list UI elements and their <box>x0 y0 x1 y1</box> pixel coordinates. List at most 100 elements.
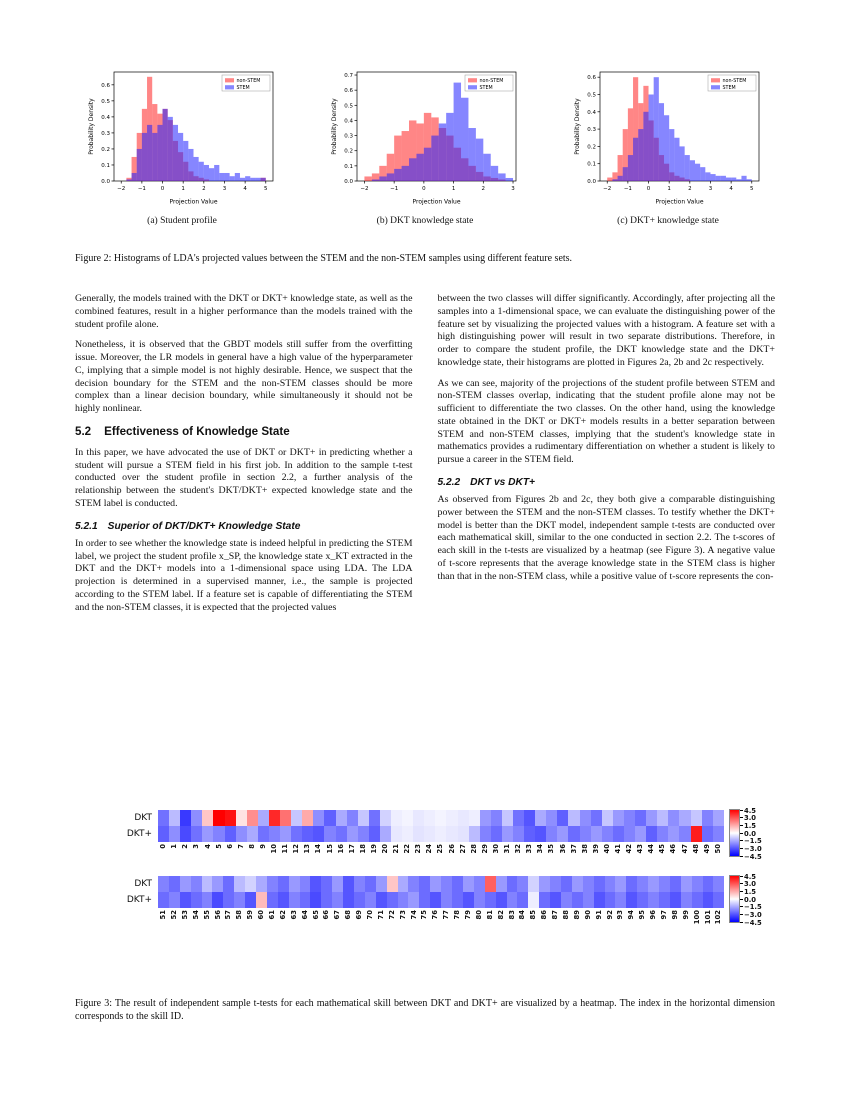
colorbar-tick-label: −4.5 <box>740 919 762 927</box>
heatmap-cell <box>390 810 403 826</box>
heatmap-col-label: 13 <box>303 844 312 854</box>
heatmap-cell <box>223 892 235 908</box>
heatmap-col-label: 1 <box>170 844 179 849</box>
colorbar-tick-label: −3.0 <box>740 845 762 853</box>
heatmap-cell <box>430 892 442 908</box>
colorbar-tick-label: 3.0 <box>740 814 756 822</box>
heatmap-col-label: 76 <box>431 910 440 920</box>
heatmap-cell <box>513 810 525 826</box>
heatmap-cell <box>579 826 591 842</box>
heatmap-row-label: DKT+ <box>126 895 152 905</box>
colorbar-tick-label: −3.0 <box>740 911 762 919</box>
heatmap-cell <box>324 826 336 842</box>
heatmap-cell <box>364 876 376 892</box>
heatmap-cell <box>612 810 624 826</box>
heatmap-cell <box>635 826 647 842</box>
heatmap-cell <box>539 892 551 908</box>
heatmap-col-label: 10 <box>270 844 279 854</box>
heatmap-col-label: 47 <box>680 844 689 854</box>
section-title: DKT vs DKT+ <box>470 476 535 488</box>
heatmap-col-label: 65 <box>311 910 320 920</box>
heatmap-col-label: 28 <box>469 844 478 854</box>
paragraph: As we can see, majority of the projectio… <box>437 377 776 466</box>
subcaption-b: (b) DKT knowledge state <box>376 216 474 226</box>
heatmap-cell <box>224 826 236 842</box>
heatmap-cell <box>452 876 463 892</box>
heatmap-col-label: 71 <box>376 910 385 920</box>
svg-text:STEM: STEM <box>723 85 736 91</box>
heatmap-col-label: 37 <box>569 844 578 854</box>
heatmap-col-label: 74 <box>409 910 418 920</box>
colorbar-tick-label: −1.5 <box>740 903 762 911</box>
heatmap-cell <box>658 892 670 908</box>
heatmap-cell <box>379 826 391 842</box>
section-number: 5.2.2 <box>437 476 461 488</box>
svg-text:4: 4 <box>729 186 733 192</box>
heatmap-cell <box>158 892 169 908</box>
heatmap-cell <box>524 826 536 842</box>
svg-text:0.6: 0.6 <box>344 88 353 94</box>
heatmap-cell <box>568 826 580 842</box>
heatmap-block-0-50: DKT DKT+ 0 1 2 3 4 5 6 7 8 9 10 11 12 13 14 15 16 17 18 19 20 2… <box>110 807 770 868</box>
heatmap-cell <box>310 876 322 892</box>
heatmap-cell <box>612 826 624 842</box>
heatmap-col-label: 6 <box>225 844 234 849</box>
svg-text:5: 5 <box>750 186 754 192</box>
heatmap-cell <box>430 876 442 892</box>
heatmap-cell <box>357 810 369 826</box>
colorbar-tick-label: 0.0 <box>740 830 756 838</box>
svg-text:0.3: 0.3 <box>587 127 596 133</box>
heatmap-cell <box>268 810 281 826</box>
heatmap-cell <box>332 876 344 892</box>
heatmap-cell <box>402 810 414 826</box>
heatmap-col-label: 88 <box>562 910 570 920</box>
heatmap-cell <box>280 826 292 842</box>
svg-text:non-STEM: non-STEM <box>480 78 504 84</box>
heatmap-cell <box>332 892 344 908</box>
heatmap-col-label: 72 <box>387 910 396 920</box>
heatmap-cell <box>212 876 224 892</box>
right-column: between the two classes will differ sign… <box>438 293 776 622</box>
heatmap-cell <box>397 876 409 892</box>
heatmap-cell <box>180 810 192 826</box>
heatmap-cell <box>690 826 702 842</box>
heatmap-cell <box>390 826 403 842</box>
heatmap-cell <box>658 876 670 892</box>
paragraph: Generally, the models trained with the D… <box>75 293 413 330</box>
heatmap-cell <box>702 892 714 908</box>
heatmap-col-label: 22 <box>403 844 412 854</box>
heatmap-cell <box>235 810 247 826</box>
svg-text:3: 3 <box>223 186 227 192</box>
heatmap-cell <box>669 876 681 892</box>
heatmap-cell <box>457 810 469 826</box>
heatmap-col-label: 83 <box>507 910 516 920</box>
heatmap-col-label: 31 <box>503 844 512 854</box>
heatmap-cell <box>691 892 703 908</box>
heatmap-col-label: 87 <box>551 910 560 920</box>
heatmap-cell <box>506 876 518 892</box>
paragraph: Nonetheless, it is observed that the GBD… <box>75 339 413 415</box>
heatmap-col-label: 73 <box>398 910 407 920</box>
svg-text:Probability Density: Probability Density <box>574 98 581 155</box>
heatmap-cell <box>539 876 551 892</box>
svg-text:−1: −1 <box>390 186 398 192</box>
heatmap-cell <box>191 826 203 842</box>
heatmap-col-label: 27 <box>458 844 467 854</box>
heatmap-cell <box>266 892 278 908</box>
heatmap-cell <box>679 826 691 842</box>
heatmap-col-label: 69 <box>355 910 364 920</box>
colorbar-tick-label: −4.5 <box>740 853 762 861</box>
heatmap-col-label: 77 <box>442 910 451 920</box>
section-title: Effectiveness of Knowledge State <box>104 424 290 438</box>
heatmap-cell <box>604 876 616 892</box>
heatmap-col-label: 36 <box>558 844 567 854</box>
heatmap-cell <box>701 826 713 842</box>
heatmap-col-label: 58 <box>235 910 244 920</box>
heatmap-cell <box>246 810 258 826</box>
heatmap-col-label: 55 <box>202 910 211 920</box>
svg-text:0.5: 0.5 <box>101 99 110 105</box>
heatmap-cell <box>413 810 425 826</box>
heatmap-cell <box>501 810 513 826</box>
heatmap-col-label: 41 <box>613 844 622 854</box>
heatmap-cell <box>571 892 583 908</box>
